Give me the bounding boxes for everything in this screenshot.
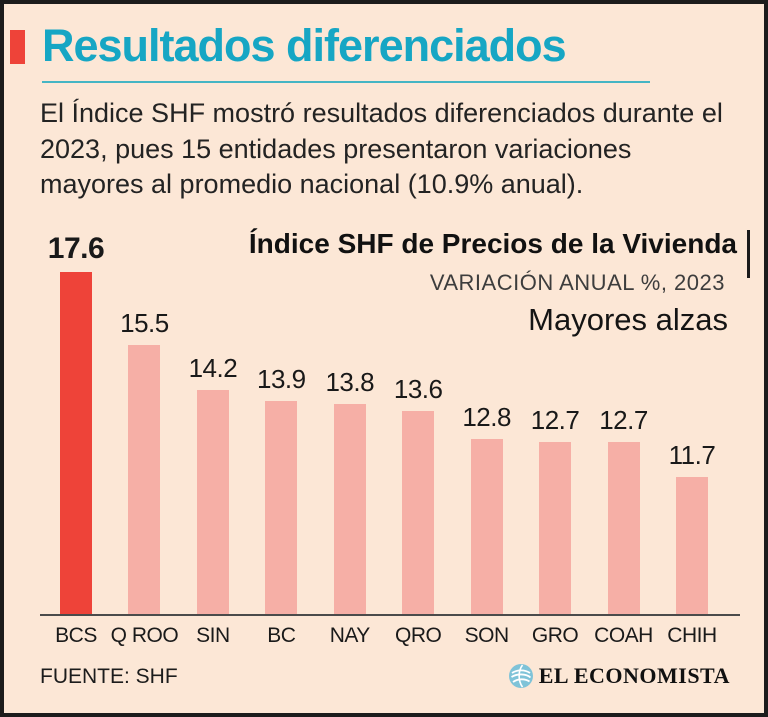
bar-value-label: 12.7 <box>599 405 648 435</box>
bar-chart: 17.6 15.5 14.2 13.9 13.8 13.6 12.8 12.7 12.7 11.7 <box>40 220 740 614</box>
category-label: BC <box>267 624 296 647</box>
category-label: QRO <box>395 624 442 647</box>
category-label: SON <box>464 624 510 647</box>
bar-value-label: 13.9 <box>257 364 306 394</box>
bar-value-label: 15.5 <box>120 308 169 338</box>
bar-value-label: 12.7 <box>530 405 580 435</box>
category-axis: BCS Q ROO SIN BC NAY QRO SON GRO COAH CHIH <box>40 624 740 650</box>
el-economista-globe-icon <box>508 664 533 688</box>
title-underline <box>42 81 650 83</box>
bar-value-label: 17.6 <box>47 232 105 265</box>
bar-value-label: 13.8 <box>325 367 375 397</box>
bar-nay <box>333 404 366 614</box>
source-note: FUENTE: SHF <box>40 665 178 688</box>
category-label: COAH <box>594 624 653 647</box>
brand-name: EL ECONOMISTA <box>538 663 730 688</box>
bar-q-roo <box>128 345 161 614</box>
brand-logo: EL ECONOMISTA <box>508 663 730 689</box>
title-accent-square <box>10 30 25 64</box>
category-label: BCS <box>55 624 97 647</box>
chart-annotation: Mayores alzas <box>528 302 728 337</box>
chart-title: Índice SHF de Precios de la Vivienda <box>248 228 737 259</box>
category-label: Q ROO <box>110 624 179 647</box>
bar-qro <box>402 411 435 614</box>
bar-value-label: 12.8 <box>462 402 511 432</box>
intro-paragraph: El Índice SHF mostró resultados diferenc… <box>40 98 723 200</box>
x-axis-line <box>40 614 740 616</box>
category-label: CHIH <box>667 624 717 647</box>
bar-bc <box>265 401 298 614</box>
chart-subtitle: VARIACIÓN ANUAL %, 2023 <box>429 270 725 295</box>
bar-value-label: 14.2 <box>188 353 238 383</box>
title-divider <box>747 230 750 278</box>
bar-coah <box>607 442 640 614</box>
page-title: Resultados diferenciados <box>42 20 567 71</box>
category-label: NAY <box>329 624 371 647</box>
bar-value-label: 13.6 <box>393 374 443 404</box>
category-label: GRO <box>531 624 579 647</box>
bar-sin <box>196 390 229 614</box>
category-label: SIN <box>196 624 230 647</box>
bar-value-label: 11.7 <box>668 440 716 470</box>
bar-bcs <box>60 272 92 614</box>
bar-gro <box>539 442 572 614</box>
bar-chih <box>675 477 708 614</box>
bar-son <box>470 439 503 614</box>
